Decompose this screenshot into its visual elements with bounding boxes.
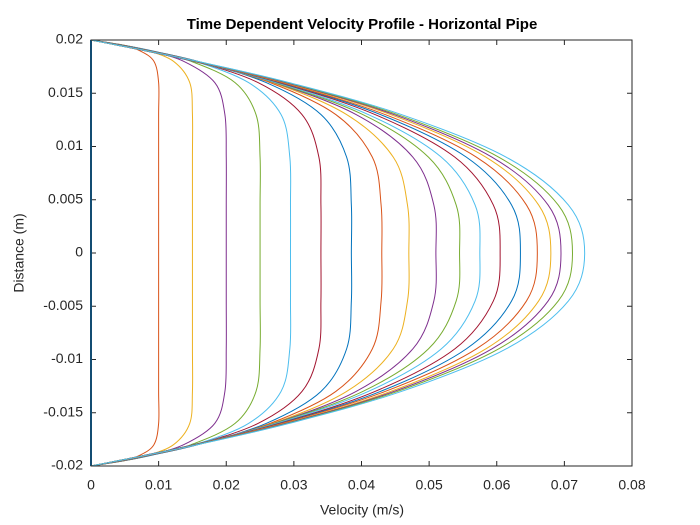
x-tick-label: 0.02 [213,477,240,493]
x-tick-label: 0.01 [145,477,172,493]
x-tick-label: 0.08 [618,477,645,493]
series-line [90,39,586,467]
x-tick-label: 0.03 [280,477,307,493]
y-tick-label: -0.015 [43,403,83,419]
x-tick-label: 0.07 [551,477,578,493]
y-tick-label: -0.005 [43,297,83,313]
y-tick-label: -0.02 [51,457,83,473]
series-line [90,39,194,467]
chart-title: Time Dependent Velocity Profile - Horizo… [187,16,538,33]
y-tick-label: 0.01 [56,137,83,153]
x-tick-label: 0.05 [416,477,443,493]
plot-frame [90,39,633,467]
y-tick-label: -0.01 [51,350,83,366]
x-tick-label: 0 [87,477,95,493]
y-tick-label: 0 [75,244,83,260]
y-tick-label: 0.005 [48,190,83,206]
x-tick-label: 0.06 [483,477,510,493]
x-axis-label: Velocity (m/s) [320,502,404,518]
y-tick-label: 0.015 [48,84,83,100]
series-line [90,39,160,467]
y-tick-label: 0.02 [56,31,83,47]
x-tick-label: 0.04 [348,477,375,493]
y-axis-label: Distance (m) [11,213,27,292]
